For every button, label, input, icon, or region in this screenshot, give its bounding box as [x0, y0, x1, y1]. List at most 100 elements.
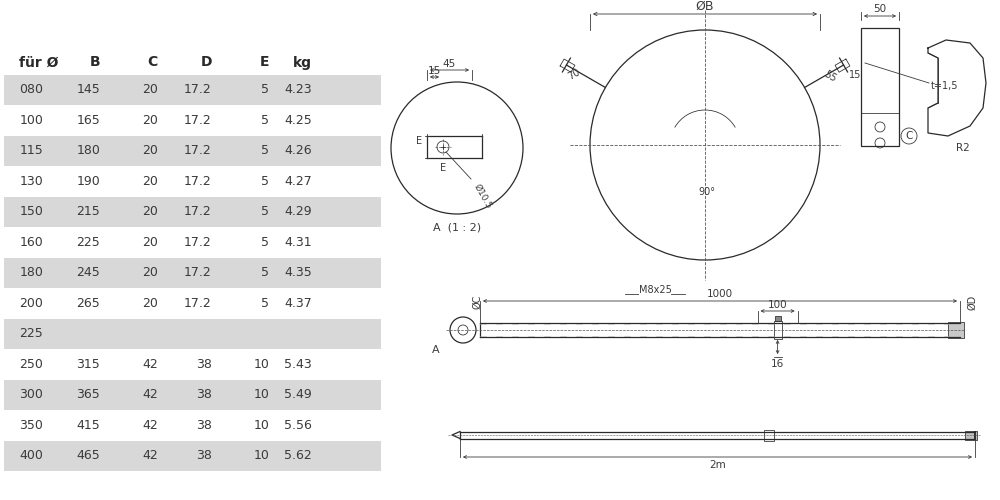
Bar [861, 28, 899, 146]
Text: 200: 200 [19, 297, 43, 310]
Text: 42: 42 [142, 419, 158, 432]
Text: 42: 42 [142, 358, 158, 371]
Text: 5: 5 [262, 266, 270, 280]
Bar [4, 196, 381, 227]
Text: E: E [416, 136, 422, 146]
Text: t=1,5: t=1,5 [931, 81, 958, 91]
Bar [4, 258, 381, 288]
Text: 20: 20 [142, 175, 158, 188]
Text: 10: 10 [254, 419, 270, 432]
Text: E: E [260, 56, 270, 70]
Text: 5: 5 [262, 84, 270, 96]
Text: 10: 10 [254, 388, 270, 402]
Text: 20: 20 [142, 266, 158, 280]
Text: 100: 100 [19, 114, 43, 127]
Text: 10: 10 [254, 358, 270, 371]
Text: 130: 130 [19, 175, 43, 188]
Text: 20: 20 [142, 236, 158, 249]
Bar [775, 316, 781, 321]
Text: 5: 5 [262, 206, 270, 218]
Text: 20: 20 [142, 114, 158, 127]
Text: E: E [440, 163, 446, 173]
Text: 17.2: 17.2 [184, 297, 212, 310]
Text: 20: 20 [142, 84, 158, 96]
Text: C: C [148, 56, 158, 70]
Text: 365: 365 [76, 388, 100, 402]
Text: 38: 38 [196, 388, 212, 402]
Text: 4.35: 4.35 [284, 266, 312, 280]
Text: Ø10.5: Ø10.5 [472, 182, 493, 210]
Text: A: A [432, 345, 440, 355]
Bar [4, 440, 381, 471]
Text: ØC: ØC [472, 295, 482, 309]
Text: 190: 190 [76, 175, 100, 188]
Text: 5: 5 [262, 297, 270, 310]
Bar [4, 318, 381, 349]
Text: 160: 160 [19, 236, 43, 249]
Text: 5.43: 5.43 [284, 358, 312, 371]
Text: 17.2: 17.2 [184, 236, 212, 249]
Text: 5: 5 [262, 236, 270, 249]
Text: D: D [200, 56, 212, 70]
Text: A  (1 : 2): A (1 : 2) [433, 223, 481, 233]
Text: 17.2: 17.2 [184, 175, 212, 188]
Text: 45: 45 [443, 59, 456, 69]
Text: 4.23: 4.23 [284, 84, 312, 96]
Text: 17.2: 17.2 [184, 114, 212, 127]
Text: 415: 415 [76, 419, 100, 432]
Bar [965, 430, 977, 440]
Text: 215: 215 [76, 206, 100, 218]
Text: 100: 100 [768, 300, 787, 310]
Bar [4, 380, 381, 410]
Bar [764, 430, 774, 440]
Text: 17.2: 17.2 [184, 144, 212, 158]
Text: kg: kg [293, 56, 312, 70]
Text: 20: 20 [142, 206, 158, 218]
Text: 20: 20 [142, 144, 158, 158]
Text: 20: 20 [142, 297, 158, 310]
Text: 4.25: 4.25 [284, 114, 312, 127]
Text: 16: 16 [771, 359, 784, 369]
Text: 245: 245 [76, 266, 100, 280]
Text: 38: 38 [196, 450, 212, 462]
Text: 42: 42 [142, 450, 158, 462]
Text: 42: 42 [142, 388, 158, 402]
Text: C: C [905, 131, 913, 141]
Text: 10: 10 [254, 450, 270, 462]
Text: 5: 5 [262, 114, 270, 127]
Text: R2: R2 [956, 143, 970, 153]
Text: 115: 115 [19, 144, 43, 158]
Text: 15: 15 [428, 66, 441, 76]
Text: 265: 265 [76, 297, 100, 310]
Text: 1000: 1000 [707, 289, 733, 299]
Text: 400: 400 [19, 450, 43, 462]
Text: 55: 55 [822, 69, 838, 84]
Text: 2m: 2m [709, 460, 726, 470]
Text: 080: 080 [19, 84, 43, 96]
Text: 300: 300 [19, 388, 43, 402]
Text: 5.62: 5.62 [284, 450, 312, 462]
Text: 5.56: 5.56 [284, 419, 312, 432]
Text: 4.29: 4.29 [284, 206, 312, 218]
Text: 38: 38 [196, 419, 212, 432]
Text: 145: 145 [76, 84, 100, 96]
Text: 5: 5 [262, 175, 270, 188]
Text: 17.2: 17.2 [184, 206, 212, 218]
Bar [4, 136, 381, 166]
Text: 180: 180 [76, 144, 100, 158]
Text: 50: 50 [873, 4, 887, 14]
Text: 5: 5 [262, 144, 270, 158]
Text: 315: 315 [76, 358, 100, 371]
Text: 180: 180 [19, 266, 43, 280]
Text: 4.27: 4.27 [284, 175, 312, 188]
Text: M8x25: M8x25 [639, 285, 671, 295]
Text: 165: 165 [76, 114, 100, 127]
Text: ØB: ØB [696, 0, 714, 12]
Bar [774, 321, 782, 339]
Text: 4.37: 4.37 [284, 297, 312, 310]
Text: 70: 70 [566, 67, 582, 82]
Text: 4.31: 4.31 [284, 236, 312, 249]
Text: B: B [89, 56, 100, 70]
Text: 5.49: 5.49 [284, 388, 312, 402]
Text: ØD: ØD [967, 294, 977, 310]
